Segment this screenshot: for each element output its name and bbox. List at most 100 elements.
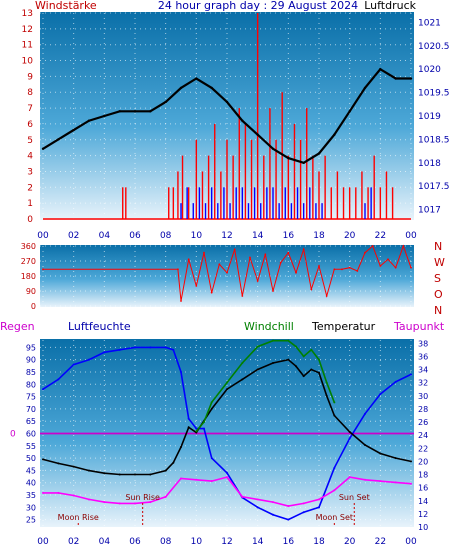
wind-direction-point bbox=[203, 251, 205, 254]
dewpoint-point bbox=[88, 498, 90, 501]
dewpoint-point bbox=[103, 501, 106, 504]
temperature-point bbox=[187, 426, 190, 429]
time-tick-label-bottom: 06 bbox=[129, 537, 141, 547]
wind-direction-point bbox=[226, 271, 228, 274]
wind-direction-point bbox=[364, 251, 366, 254]
pressure-point bbox=[72, 128, 75, 132]
pressure-point bbox=[87, 119, 91, 122]
time-tick-label: 22 bbox=[375, 231, 386, 241]
windchill-point bbox=[203, 421, 205, 424]
wind-direction-point bbox=[295, 271, 297, 274]
windchill-point bbox=[302, 355, 305, 358]
pressure-point bbox=[57, 138, 60, 141]
dewpoint-point bbox=[118, 502, 121, 505]
temperature-point bbox=[333, 414, 336, 417]
pressure-point bbox=[103, 114, 106, 118]
dewpoint-point bbox=[333, 489, 336, 492]
humidity-point bbox=[118, 348, 121, 351]
temperature-point bbox=[325, 394, 328, 397]
wind-direction-point bbox=[264, 253, 267, 256]
dewpoint-point bbox=[57, 491, 60, 494]
time-tick-label: 12 bbox=[221, 231, 232, 241]
dewpoint-point bbox=[410, 482, 412, 485]
humidity-point bbox=[57, 378, 60, 381]
windchill-point bbox=[318, 358, 320, 361]
humidity-point bbox=[180, 370, 182, 373]
humidity-tick-label: 95 bbox=[26, 343, 36, 352]
time-tick-label-bottom: 20 bbox=[344, 537, 356, 547]
pressure-point bbox=[195, 77, 198, 80]
dewpoint-point bbox=[164, 495, 167, 498]
dewpoint-point bbox=[272, 501, 274, 504]
windchill-point bbox=[310, 348, 313, 351]
dewpoint-point bbox=[348, 476, 351, 479]
direction-tick-label: 90 bbox=[26, 287, 36, 296]
dewpoint-point bbox=[379, 480, 382, 483]
humidity-tick-label: 55 bbox=[26, 442, 36, 451]
temperature-point bbox=[379, 452, 382, 455]
time-tick-label-bottom: 08 bbox=[160, 537, 172, 547]
temperature-tick-label: 12 bbox=[418, 510, 428, 519]
pressure-point bbox=[287, 156, 290, 160]
temperature-point bbox=[164, 469, 167, 472]
wind-tick-label: 6 bbox=[27, 120, 33, 130]
wind-direction-point bbox=[241, 295, 244, 297]
pressure-tick-label: 1018 bbox=[418, 159, 441, 169]
wind-direction-point bbox=[310, 288, 313, 291]
wind-direction-point bbox=[325, 295, 328, 297]
pressure-point bbox=[379, 67, 382, 71]
wind-direction-point bbox=[195, 285, 198, 287]
wind-direction-point bbox=[210, 291, 213, 294]
temperature-point bbox=[42, 458, 44, 461]
humidity-point bbox=[333, 466, 336, 469]
windchill-point bbox=[287, 339, 290, 342]
temperature-tick-label: 18 bbox=[418, 471, 428, 480]
pressure-point bbox=[302, 161, 305, 165]
time-tick-label-bottom: 16 bbox=[283, 537, 295, 547]
direction-tick-label: 180 bbox=[21, 272, 36, 281]
dewpoint-point bbox=[318, 498, 320, 501]
moon-rise-label: Moon Rise bbox=[58, 513, 99, 522]
temperature-point bbox=[57, 462, 60, 465]
humidity-tick-label: 80 bbox=[26, 380, 36, 389]
pressure-point bbox=[179, 86, 183, 90]
windchill-point bbox=[226, 381, 228, 384]
wind-direction-point bbox=[287, 251, 290, 254]
humidity-point bbox=[203, 427, 205, 430]
dewpoint-point bbox=[210, 480, 213, 483]
wind-tick-label: 3 bbox=[27, 167, 33, 177]
wind-direction-point bbox=[302, 248, 305, 251]
direction-tick-label: 270 bbox=[21, 257, 36, 266]
direction-tick-label: 0 bbox=[31, 302, 36, 311]
humidity-point bbox=[379, 393, 382, 396]
sun-rise-label: Sun Rise bbox=[125, 493, 160, 502]
legend-temperature: Temperatur bbox=[311, 320, 376, 333]
pressure-point bbox=[394, 77, 397, 80]
chart-title: 24 hour graph day : 29 August 2024 bbox=[158, 0, 358, 12]
compass-label: S bbox=[434, 272, 441, 285]
humidity-point bbox=[195, 427, 198, 430]
time-tick-label: 16 bbox=[283, 231, 295, 241]
dewpoint-point bbox=[195, 478, 198, 481]
temperature-point bbox=[72, 465, 75, 468]
pressure-point bbox=[409, 77, 413, 80]
direction-tick-label: 360 bbox=[21, 242, 36, 251]
wind-direction-point bbox=[318, 265, 320, 267]
compass-label: N bbox=[434, 240, 442, 253]
humidity-tick-label: 30 bbox=[26, 503, 36, 512]
temperature-point bbox=[348, 430, 351, 433]
temperature-tick-label: 38 bbox=[418, 339, 428, 348]
temperature-point bbox=[180, 445, 182, 448]
temperature-tick-label: 26 bbox=[418, 418, 428, 427]
sun-set-label: Sun Set bbox=[339, 493, 370, 502]
temperature-point bbox=[272, 361, 274, 364]
time-tick-label: 00 bbox=[405, 231, 417, 241]
wind-tick-label: 12 bbox=[22, 25, 33, 35]
humidity-point bbox=[172, 348, 175, 351]
pressure-point bbox=[210, 86, 213, 90]
temperature-point bbox=[364, 443, 366, 446]
temperature-point bbox=[295, 365, 297, 368]
dewpoint-point bbox=[42, 491, 44, 494]
dewpoint-point bbox=[287, 505, 290, 508]
humidity-tick-label: 65 bbox=[26, 417, 36, 426]
